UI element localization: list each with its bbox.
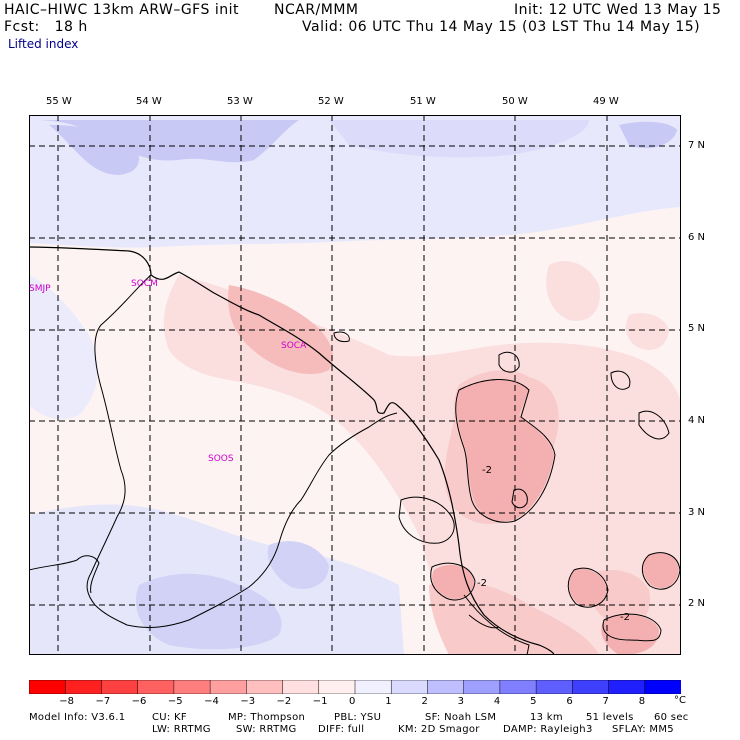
colorbar-swatch [173, 680, 211, 694]
lon-label: 54 W [136, 96, 162, 107]
model-version: Model Info: V3.6.1 [29, 712, 126, 723]
station-label: SMJP [29, 284, 51, 294]
init-time: Init: 12 UTC Wed 13 May 15 [514, 2, 722, 18]
cu-scheme: CU: KF [152, 712, 187, 723]
mp-scheme: MP: Thompson [228, 712, 306, 723]
positive-li-region [329, 120, 589, 158]
colorbar-tick-label: 5 [530, 696, 537, 707]
colorbar-tick-label: 7 [602, 696, 609, 707]
colorbar-swatch [499, 680, 537, 694]
lon-label: 49 W [593, 96, 619, 107]
colorbar-swatch [463, 680, 501, 694]
map-frame [29, 115, 681, 655]
station-label: SOCA [281, 341, 307, 351]
colorbar-swatch [282, 680, 320, 694]
contour-label: -2 [482, 465, 492, 476]
colorbar-swatch [318, 680, 356, 694]
colorbar-unit: °C [674, 695, 686, 706]
lifted-index-map [29, 115, 681, 655]
colorbar-tick-label: 8 [638, 696, 646, 707]
damp-option: DAMP: Rayleigh3 [503, 724, 593, 735]
positive-li-region [29, 275, 98, 420]
sw-scheme: SW: RRTMG [236, 724, 297, 735]
colorbar-tick-label: −3 [240, 696, 256, 707]
contour-label: -2 [620, 612, 630, 623]
lat-lon-grid [29, 115, 681, 655]
colorbar-tick-label: −8 [59, 696, 74, 707]
pbl-scheme: PBL: YSU [334, 712, 382, 723]
negative-li-region [625, 313, 669, 350]
positive-li-region [49, 125, 139, 175]
model-title: HAIC–HIWC 13km ARW–GFS init [4, 2, 239, 18]
time-step: 60 sec [654, 712, 689, 723]
lon-label: 53 W [227, 96, 253, 107]
station-label: SOOS [208, 454, 234, 464]
colorbar-swatch [608, 680, 646, 694]
colorbar-tick-label: −4 [204, 696, 219, 707]
negative-li-region [456, 379, 554, 522]
colorbar-swatch [64, 680, 103, 694]
colorbar-swatch [137, 680, 175, 694]
valid-time: Valid: 06 UTC Thu 14 May 15 (03 LST Thu … [302, 19, 701, 35]
colorbar-tick-label: −1 [312, 696, 328, 707]
colorbar-swatch [29, 680, 66, 694]
colorbar-swatch [354, 680, 392, 694]
lat-label: 4 N [688, 415, 706, 426]
field-name: Lifted index [8, 37, 79, 51]
negative-li-region [601, 614, 659, 655]
colorbar-swatch [390, 680, 429, 694]
lat-label: 6 N [688, 232, 706, 243]
km-option: KM: 2D Smagor [398, 724, 480, 735]
positive-li-region [267, 541, 329, 589]
colorbar-tick-label: 6 [566, 696, 573, 707]
colorbar-tick-label: −6 [131, 696, 147, 707]
contour-label: -2 [477, 578, 487, 589]
colorbar-tick-label: 0 [349, 696, 356, 707]
colorbar-tick-label: −7 [95, 696, 111, 707]
country-border [29, 274, 398, 628]
colorbar-swatch [246, 680, 284, 694]
station-label: SOCM [131, 279, 158, 289]
negative-li-region [429, 581, 599, 655]
lat-label: 3 N [688, 507, 706, 518]
lw-scheme: LW: RRTMG [152, 724, 211, 735]
forecast-hour: Fcst: 18 h [4, 19, 88, 35]
lon-label: 51 W [410, 96, 436, 107]
diff-option: DIFF: full [318, 724, 365, 735]
positive-li-region [619, 121, 677, 149]
negative-li-region [546, 261, 600, 321]
colorbar-swatch [572, 680, 610, 694]
lat-label: 2 N [688, 598, 706, 609]
colorbar-tick-label: 4 [493, 696, 501, 707]
vertical-levels: 51 levels [586, 712, 634, 723]
sf-scheme: SF: Noah LSM [425, 712, 497, 723]
colorbar-tick-label: 2 [421, 696, 428, 707]
colorbar-tick-label: 1 [385, 696, 392, 707]
colorbar-tick-label: −5 [167, 696, 183, 707]
lon-label: 52 W [318, 96, 344, 107]
colorbar-tick-label: −2 [276, 696, 292, 707]
colorbar-swatch [101, 680, 139, 694]
colorbar-tick-label: 3 [457, 696, 465, 707]
colorbar-swatch [644, 680, 681, 694]
negative-li-region [569, 568, 607, 607]
lat-label: 7 N [688, 140, 706, 151]
coastline [29, 246, 555, 655]
grid-spacing: 13 km [530, 712, 563, 723]
negative-li-region [643, 553, 679, 589]
colorbar-swatch [209, 680, 248, 694]
sflay-option: SFLAY: MM5 [612, 724, 674, 735]
colorbar-swatch [535, 680, 574, 694]
colorbar [29, 680, 681, 694]
positive-li-region [135, 573, 282, 650]
org-label: NCAR/MMM [274, 2, 359, 18]
lon-label: 55 W [46, 96, 72, 107]
colorbar-swatch [427, 680, 465, 694]
lon-label: 50 W [502, 96, 528, 107]
lat-label: 5 N [688, 323, 706, 334]
li-contour [333, 331, 681, 655]
